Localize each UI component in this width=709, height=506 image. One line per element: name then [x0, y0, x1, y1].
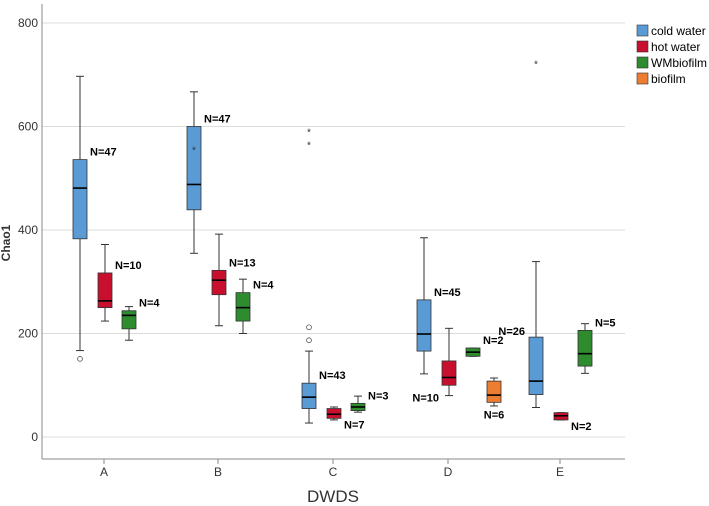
box-cold-water-D-n-label: N=45 — [434, 287, 461, 299]
box-cold-water-B-iqr — [186, 126, 202, 211]
box-cold-water-C: * * N=43 — [301, 128, 346, 424]
legend-label-hot-water: hot water — [651, 40, 700, 54]
box-wmbiofilm-D: N=2 — [465, 335, 504, 357]
y-tick-800: 800 — [18, 16, 38, 30]
box-cold-water-E-n-label: N=26 — [498, 326, 525, 338]
box-cold-water-C-iqr — [301, 382, 317, 409]
x-tick-C: C — [329, 465, 338, 479]
box-cold-water-A: N=47 — [72, 75, 117, 362]
box-wmbiofilm-A-n-label: N=4 — [139, 298, 160, 310]
box-cold-water-E: * N=26 — [498, 59, 544, 409]
box-cold-water-C-outlier-1 — [306, 324, 312, 331]
box-hot-water-C-n-label: N=7 — [344, 419, 365, 431]
box-cold-water-C-n-label: N=43 — [319, 370, 346, 382]
series-wmbiofilm: N=4 N=4 N=3 N=2 N=5 — [121, 278, 616, 413]
y-tick-200: 200 — [18, 327, 38, 341]
box-wmbiofilm-A: N=4 — [121, 298, 160, 341]
box-hot-water-A-n-label: N=10 — [115, 260, 142, 272]
legend-swatch-cold-water — [636, 24, 649, 37]
box-biofilm-D-iqr — [486, 380, 502, 403]
box-hot-water-A: N=10 — [97, 243, 142, 322]
box-hot-water-B-iqr — [211, 269, 227, 296]
box-cold-water-B-extreme-0: * — [192, 145, 196, 156]
box-hot-water-D-n-label: N=10 — [412, 392, 439, 404]
legend-swatch-wmbiofilm — [636, 56, 649, 69]
box-biofilm-D-n-label: N=6 — [484, 409, 505, 421]
box-hot-water-B-n-label: N=13 — [229, 257, 256, 269]
box-cold-water-D: N=45 — [416, 237, 461, 375]
box-wmbiofilm-E-n-label: N=5 — [595, 317, 616, 329]
box-cold-water-B-n-label: N=47 — [204, 114, 231, 126]
box-cold-water-A-n-label: N=47 — [90, 147, 117, 159]
legend-label-biofilm: biofilm — [651, 72, 686, 86]
series-cold-water: N=47 * N=47 * * N=43 N=45 * N=26 — [72, 59, 544, 424]
x-tick-A: A — [100, 465, 108, 479]
box-cold-water-E-iqr — [528, 336, 544, 395]
box-hot-water-E: N=2 — [553, 412, 592, 433]
box-cold-water-C-extreme-0: * — [307, 141, 311, 152]
legend-swatch-biofilm — [636, 72, 649, 85]
box-wmbiofilm-B: N=4 — [235, 278, 274, 334]
legend-label-cold-water: cold water — [651, 24, 706, 38]
box-hot-water-B: N=13 — [211, 233, 256, 327]
box-cold-water-B: * N=47 — [186, 91, 231, 254]
x-axis-title: DWDS — [307, 487, 359, 506]
grid-lines — [42, 22, 625, 438]
x-tick-E: E — [556, 465, 564, 479]
y-tick-600: 600 — [18, 120, 38, 134]
box-wmbiofilm-B-n-label: N=4 — [253, 280, 274, 292]
box-wmbiofilm-E-iqr — [577, 329, 593, 367]
box-series: N=47 *N=47**N=43N=45*N=26N=10 N=13N=7N=10N… — [72, 59, 616, 433]
box-wmbiofilm-C-n-label: N=3 — [368, 390, 389, 402]
y-axis-title: Chao1 — [0, 224, 13, 261]
legend: cold water hot water WMbiofilm biofilm — [636, 24, 707, 86]
legend-swatch-hot-water — [636, 40, 649, 53]
box-hot-water-C: N=7 — [326, 406, 365, 431]
y-tick-0: 0 — [31, 430, 38, 444]
x-tick-B: B — [214, 465, 222, 479]
box-biofilm-D: N=6 — [484, 377, 505, 421]
box-hot-water-D: N=10 — [412, 327, 457, 404]
box-cold-water-A-outlier-0 — [77, 356, 83, 362]
box-wmbiofilm-C: N=3 — [350, 390, 389, 413]
box-hot-water-D-iqr — [441, 360, 457, 386]
box-wmbiofilm-A-iqr — [121, 310, 137, 330]
box-cold-water-C-extreme-1: * — [307, 128, 311, 139]
box-cold-water-C-outlier-0 — [306, 337, 312, 344]
x-tick-labels: A B C D E — [100, 459, 564, 479]
box-hot-water-A-iqr — [97, 272, 113, 309]
box-cold-water-E-extreme-0: * — [534, 59, 538, 70]
series-hot-water: N=10 N=13 N=7 N=10 N=2 — [97, 233, 592, 433]
box-hot-water-E-n-label: N=2 — [571, 421, 592, 433]
box-wmbiofilm-E: N=5 — [577, 317, 616, 374]
box-cold-water-A-iqr — [72, 159, 88, 240]
series-biofilm: N=6 — [484, 377, 505, 421]
x-tick-D: D — [444, 465, 453, 479]
y-tick-400: 400 — [18, 223, 38, 237]
box-cold-water-D-iqr — [416, 299, 432, 352]
box-wmbiofilm-D-n-label: N=2 — [483, 335, 504, 347]
legend-label-wmbiofilm: WMbiofilm — [651, 56, 707, 70]
y-tick-labels: 0 200 400 600 800 — [18, 16, 38, 444]
